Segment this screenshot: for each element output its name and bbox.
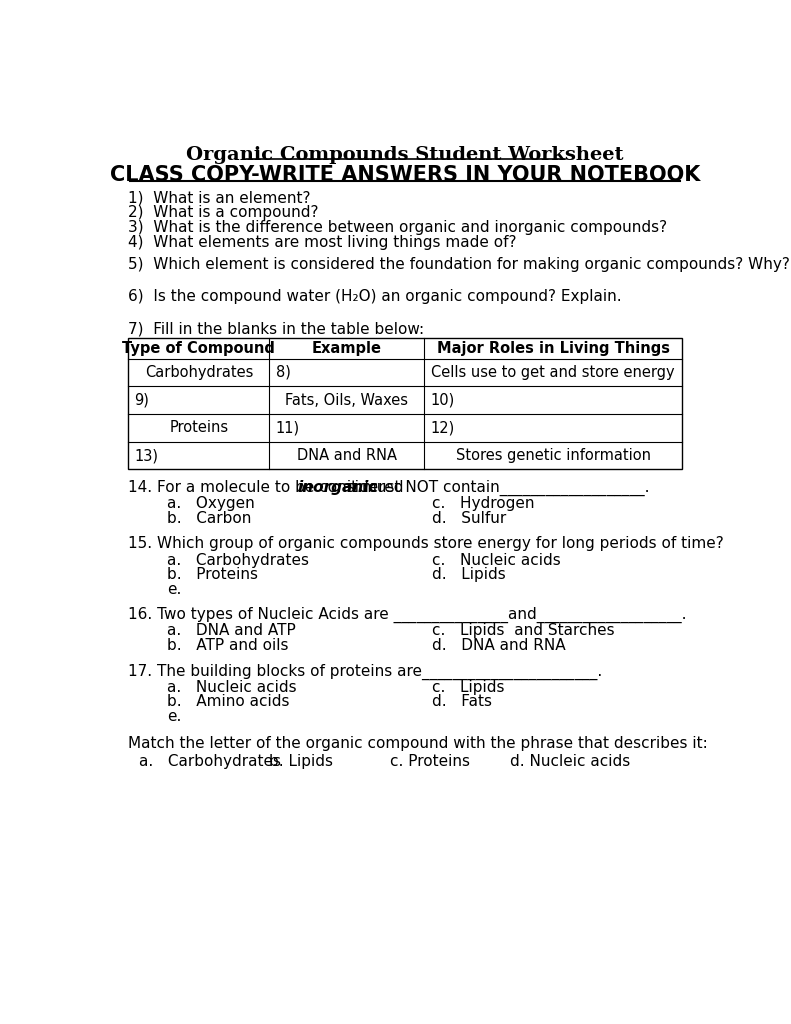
Text: a.   Oxygen: a. Oxygen: [167, 497, 255, 511]
Text: 13): 13): [134, 449, 158, 463]
Text: Organic Compounds Student Worksheet: Organic Compounds Student Worksheet: [186, 146, 624, 164]
Text: a.   DNA and ATP: a. DNA and ATP: [167, 624, 296, 638]
Text: 17. The building blocks of proteins are_______________________.: 17. The building blocks of proteins are_…: [128, 664, 603, 680]
Text: 11): 11): [275, 420, 300, 435]
Text: d. Nucleic acids: d. Nucleic acids: [509, 755, 630, 769]
Text: 10): 10): [430, 392, 455, 408]
Text: c.   Hydrogen: c. Hydrogen: [432, 497, 535, 511]
Text: DNA and RNA: DNA and RNA: [297, 449, 397, 463]
Bar: [128, 339, 683, 469]
Text: 6)  Is the compound water (H₂O) an organic compound? Explain.: 6) Is the compound water (H₂O) an organi…: [128, 289, 622, 304]
Text: 8): 8): [275, 365, 290, 380]
Text: 12): 12): [430, 420, 455, 435]
Text: c.   Nucleic acids: c. Nucleic acids: [432, 553, 561, 567]
Text: Stores genetic information: Stores genetic information: [456, 449, 651, 463]
Text: d.   Sulfur: d. Sulfur: [432, 511, 506, 526]
Text: CLASS COPY-WRITE ANSWERS IN YOUR NOTEBOOK: CLASS COPY-WRITE ANSWERS IN YOUR NOTEBOO…: [110, 165, 700, 185]
Text: Example: Example: [312, 341, 382, 356]
Text: d.   Fats: d. Fats: [432, 694, 492, 710]
Text: 16. Two types of Nucleic Acids are _______________and___________________.: 16. Two types of Nucleic Acids are _____…: [128, 607, 687, 624]
Text: Fats, Oils, Waxes: Fats, Oils, Waxes: [286, 392, 408, 408]
Text: b.   Carbon: b. Carbon: [167, 511, 252, 526]
Text: it must NOT contain___________________.: it must NOT contain___________________.: [342, 480, 649, 497]
Text: 3)  What is the difference between organic and inorganic compounds?: 3) What is the difference between organi…: [128, 220, 668, 234]
Text: a.   Carbohydrates: a. Carbohydrates: [139, 755, 281, 769]
Text: Carbohydrates: Carbohydrates: [145, 365, 253, 380]
Text: Type of Compound: Type of Compound: [123, 341, 275, 356]
Text: b.   Proteins: b. Proteins: [167, 567, 258, 583]
Text: b.   Amino acids: b. Amino acids: [167, 694, 290, 710]
Text: Cells use to get and store energy: Cells use to get and store energy: [430, 365, 674, 380]
Text: b. Lipids: b. Lipids: [270, 755, 333, 769]
Text: e.: e.: [167, 582, 181, 597]
Text: d.   DNA and RNA: d. DNA and RNA: [432, 638, 566, 653]
Text: inorganic: inorganic: [298, 480, 378, 496]
Text: c. Proteins: c. Proteins: [389, 755, 470, 769]
Text: 7)  Fill in the blanks in the table below:: 7) Fill in the blanks in the table below…: [128, 322, 425, 337]
Text: Match the letter of the organic compound with the phrase that describes it:: Match the letter of the organic compound…: [128, 736, 708, 751]
Text: e.: e.: [167, 709, 181, 724]
Text: c.   Lipids: c. Lipids: [432, 680, 505, 694]
Text: a.   Nucleic acids: a. Nucleic acids: [167, 680, 297, 694]
Text: 4)  What elements are most living things made of?: 4) What elements are most living things …: [128, 234, 517, 250]
Text: 15. Which group of organic compounds store energy for long periods of time?: 15. Which group of organic compounds sto…: [128, 537, 724, 551]
Text: Major Roles in Living Things: Major Roles in Living Things: [437, 341, 670, 356]
Text: c.   Lipids  and Starches: c. Lipids and Starches: [432, 624, 615, 638]
Text: 14. For a molecule to be considered: 14. For a molecule to be considered: [128, 480, 409, 496]
Text: Proteins: Proteins: [169, 420, 229, 435]
Text: a.   Carbohydrates: a. Carbohydrates: [167, 553, 309, 567]
Text: 5)  Which element is considered the foundation for making organic compounds? Why: 5) Which element is considered the found…: [128, 257, 790, 271]
Text: 9): 9): [134, 392, 149, 408]
Text: b.   ATP and oils: b. ATP and oils: [167, 638, 289, 653]
Text: d.   Lipids: d. Lipids: [432, 567, 506, 583]
Text: 1)  What is an element?: 1) What is an element?: [128, 190, 311, 206]
Text: 2)  What is a compound?: 2) What is a compound?: [128, 205, 319, 220]
